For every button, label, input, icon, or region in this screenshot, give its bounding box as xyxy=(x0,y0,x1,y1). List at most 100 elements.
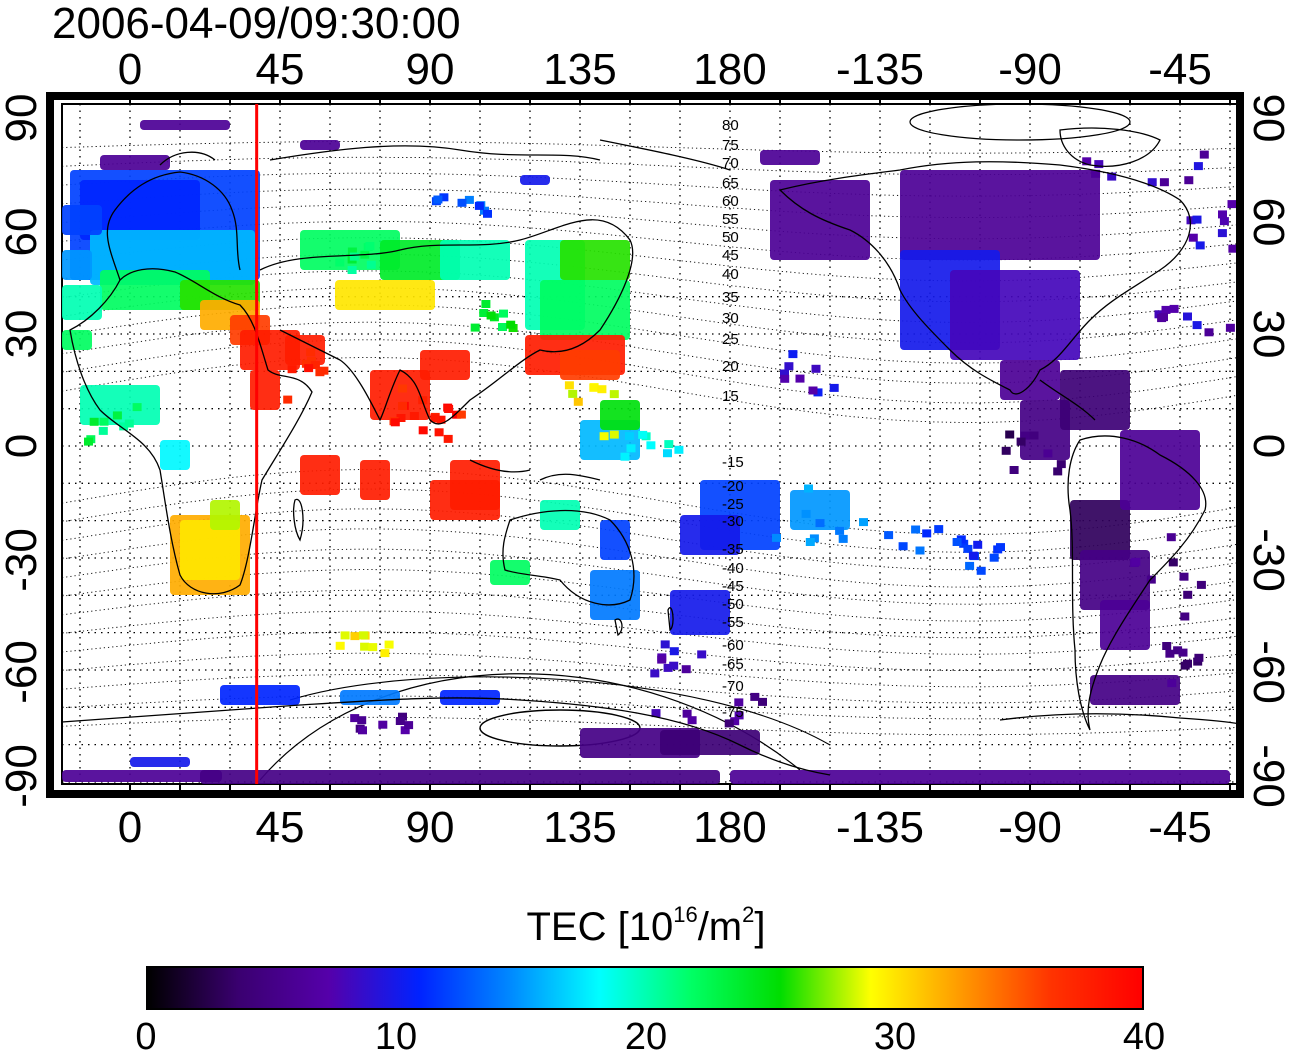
tec-pixel xyxy=(650,669,660,678)
top-tick: 135 xyxy=(543,45,617,94)
tec-cell xyxy=(1020,400,1070,460)
tec-cell xyxy=(680,515,740,555)
tec-pixel xyxy=(384,640,394,649)
coastline xyxy=(62,697,831,776)
coastlines xyxy=(62,127,1240,776)
tec-cell xyxy=(670,590,730,635)
tec-pixel xyxy=(1186,216,1196,225)
colorbar-tick: 30 xyxy=(873,1016,917,1058)
tec-pixel xyxy=(306,356,316,365)
tec-pixel xyxy=(1147,178,1157,187)
tec-pixel xyxy=(808,386,818,395)
top-tick: -90 xyxy=(998,45,1062,94)
tec-pixel xyxy=(859,518,868,527)
left-tick: -30 xyxy=(0,528,46,592)
tec-pixel xyxy=(884,531,894,540)
contour-label: 45 xyxy=(722,247,739,264)
tec-pixel xyxy=(464,195,474,204)
contour-label: 35 xyxy=(722,289,739,306)
tec-pixel xyxy=(132,403,142,412)
tec-cell xyxy=(300,140,340,150)
tec-pixel xyxy=(1001,446,1011,455)
tec-pixel xyxy=(638,430,648,439)
right-tick: 60 xyxy=(1244,197,1292,247)
tec-pixel xyxy=(481,300,491,308)
tec-pixel xyxy=(657,655,667,664)
tec-pixel xyxy=(1168,558,1178,567)
tec-pixel xyxy=(780,369,789,378)
top-tick: -135 xyxy=(835,45,925,94)
tec-pixel xyxy=(996,543,1005,552)
tec-pixel xyxy=(287,365,297,374)
mag-contour xyxy=(62,188,1239,218)
mag-contour xyxy=(62,652,1239,688)
tec-pixel xyxy=(358,726,367,735)
contour-label: 50 xyxy=(722,229,739,246)
contour-label: 15 xyxy=(722,388,739,405)
contour-label: -60 xyxy=(722,637,744,654)
tec-pixel xyxy=(934,525,944,534)
tec-pixel xyxy=(398,402,407,410)
tec-pixel xyxy=(430,414,440,423)
tec-pixel xyxy=(589,383,599,392)
tec-pixel xyxy=(1173,646,1183,655)
tec-pixel xyxy=(418,426,428,435)
top-tick: -45 xyxy=(1148,45,1212,94)
tec-pixel xyxy=(506,320,516,329)
contour-label: -75 xyxy=(722,704,744,721)
tec-pixel xyxy=(283,395,293,404)
tec-pixel xyxy=(1183,590,1193,599)
tec-pixel xyxy=(1091,169,1101,178)
tec-cell xyxy=(180,520,240,580)
tec-pixel xyxy=(398,712,407,721)
tec-pixel xyxy=(976,566,986,575)
tec-cell xyxy=(900,170,1100,260)
coastline xyxy=(159,151,216,166)
mag-contour xyxy=(62,589,1239,639)
tec-cell xyxy=(250,370,280,410)
bottom-frame-bar xyxy=(47,790,1243,797)
tec-pixel xyxy=(1009,466,1019,474)
coastline xyxy=(1039,379,1096,421)
tec-pixel xyxy=(963,544,973,553)
tec-pixel xyxy=(359,631,368,640)
bottom-tick: 135 xyxy=(543,803,617,852)
tec-cell xyxy=(1090,675,1180,705)
tec-pixel xyxy=(1193,162,1203,171)
tec-pixel xyxy=(568,389,578,398)
colorbar-tick: 10 xyxy=(374,1016,418,1058)
tec-pixel xyxy=(357,716,367,725)
tec-cell xyxy=(420,350,470,380)
coastline xyxy=(539,473,601,481)
tec-cell xyxy=(140,120,230,130)
tec-pixel xyxy=(697,650,707,659)
colorbar-tick: 0 xyxy=(135,1016,157,1058)
tec-pixel xyxy=(669,661,679,670)
contour-label: 40 xyxy=(722,266,739,283)
tec-pixel xyxy=(620,452,630,461)
tec-pixel xyxy=(378,720,388,729)
tec-pixel xyxy=(1183,659,1192,668)
right-frame-bar xyxy=(1236,93,1243,797)
tec-pixel xyxy=(651,709,661,718)
tec-pixel xyxy=(1016,437,1026,446)
tec-pixel xyxy=(829,383,839,392)
tec-cell xyxy=(560,240,630,280)
contour-label: -35 xyxy=(722,541,744,558)
top-tick: 45 xyxy=(255,45,305,94)
tec-pixel xyxy=(952,538,962,546)
tec-pixel xyxy=(350,714,360,723)
tec-pixel xyxy=(1219,217,1229,226)
bottom-tick: -90 xyxy=(998,803,1062,852)
tec-pixel xyxy=(433,195,443,204)
coastline xyxy=(1067,435,1207,731)
contour-label: 55 xyxy=(722,211,739,228)
left-tick: -60 xyxy=(0,640,46,704)
tec-pixel xyxy=(1094,160,1104,169)
timestamp: 2006-04-09/09:30:00 xyxy=(52,0,461,48)
tec-pixel xyxy=(1053,467,1063,476)
tec-pixel xyxy=(784,362,794,371)
tec-pixel xyxy=(1192,321,1202,330)
